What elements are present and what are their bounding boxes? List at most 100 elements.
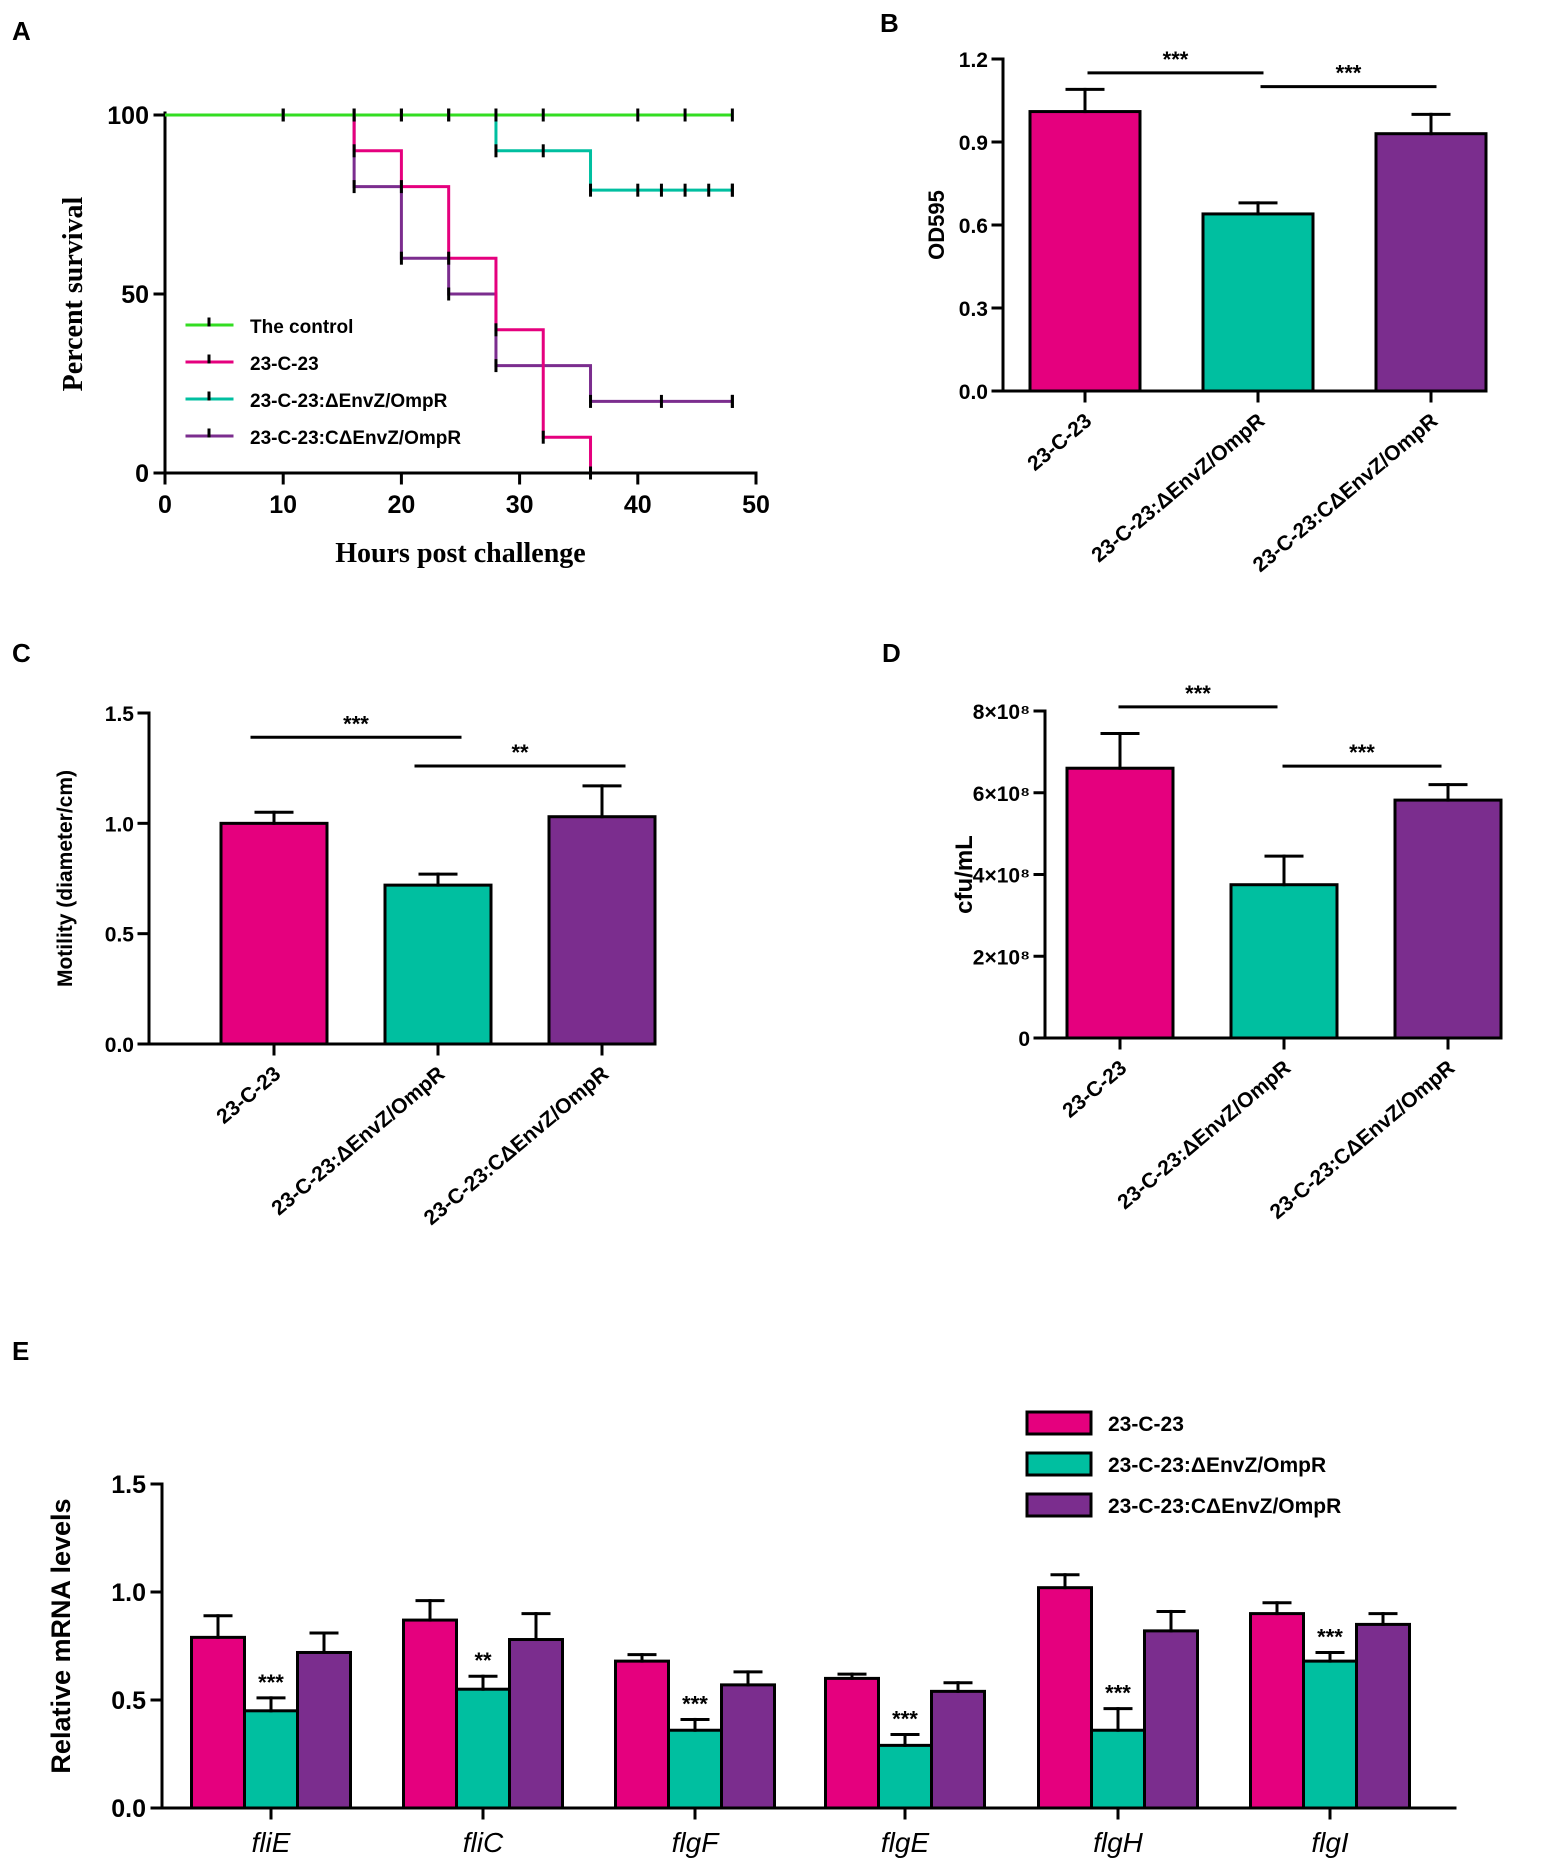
bar [547,815,657,1046]
x-tick-label: 23-C-23:CΔEnvZ/OmpR [1266,1056,1460,1224]
x-tick-label: flgF [672,1827,721,1858]
y-tick-label: 0 [1018,1028,1030,1051]
y-tick-label: 0.6 [959,215,988,238]
legend-swatch [1025,1451,1093,1477]
y-tick-label: 0.5 [105,924,135,947]
x-tick-label: 23-C-23 [1058,1056,1131,1122]
y-tick-label: 4×10⁸ [973,865,1030,888]
y-tick-label: 6×10⁸ [973,783,1030,806]
y-axis-label: cfu/mL [951,835,978,914]
bar [1090,1728,1146,1810]
x-tick-label: flgH [1093,1827,1144,1858]
y-tick-label: 0 [135,460,149,488]
bar [720,1683,776,1810]
x-tick-label: 23-C-23 [1023,409,1096,475]
significance-label: *** [1349,740,1375,765]
panel-c: C 0.0 0.5 1.0 1.5 Motility (diameter/cm) 23-C-… [12,638,657,1230]
bar [1065,766,1175,1040]
bar [383,883,493,1046]
x-tick-label: flgE [881,1827,930,1858]
significance-label: *** [1185,681,1211,706]
x-tick-label: fliC [463,1827,504,1858]
bar [1229,883,1339,1040]
bar [1028,110,1142,393]
bar [667,1728,723,1810]
x-tick-label: 23-C-23:ΔEnvZ/OmpR [267,1062,449,1220]
x-tick-label: 50 [742,491,770,519]
x-axis-label: Hours post challenge [335,538,585,569]
y-tick-label: 0.0 [105,1034,134,1057]
x-tick-label: fliE [252,1827,291,1858]
bar [1355,1622,1411,1810]
legend-label: 23-C-23 [1108,1413,1184,1436]
y-tick-label: 1.0 [105,813,134,836]
y-axis-label: Motility (diameter/cm) [54,770,77,987]
x-tick-label: 23-C-23:ΔEnvZ/OmpR [1113,1056,1295,1214]
bar [930,1689,986,1810]
bar [1249,1612,1305,1810]
x-tick-label: 0 [158,491,172,519]
bar [508,1638,564,1810]
panel-label-d: D [882,638,901,668]
x-tick-label: 20 [387,491,415,519]
legend-label: 23-C-23:CΔEnvZ/OmpR [250,428,461,449]
significance-label: *** [892,1707,918,1732]
y-tick-label: 0.5 [111,1687,146,1715]
y-tick-label: 1.2 [959,49,988,72]
y-axis-label: Relative mRNA levels [46,1498,76,1773]
y-tick-label: 1.5 [111,1471,146,1499]
y-tick-label: 0.3 [959,298,988,321]
significance-label: *** [258,1670,284,1695]
significance-label: ** [474,1648,492,1673]
significance-label: *** [1163,47,1189,72]
y-tick-label: 2×10⁸ [973,946,1030,969]
y-tick-label: 100 [107,102,149,130]
legend-label: 23-C-23:ΔEnvZ/OmpR [1108,1454,1326,1477]
bar [824,1676,880,1810]
y-tick-label: 0.9 [959,132,988,155]
panel-a: A 0 10 20 30 40 50 0 50 100 Hours post challenge Pe… [12,16,770,569]
y-tick-label: 0.0 [111,1795,146,1823]
y-tick-label: 1.0 [111,1579,146,1607]
x-tick-label: 23-C-23 [212,1062,285,1128]
legend-label: 23-C-23:ΔEnvZ/OmpR [250,391,448,412]
panel-label-b: B [880,8,899,38]
significance-label: *** [1105,1681,1131,1706]
bar [243,1709,299,1810]
x-tick-label: 23-C-23:ΔEnvZ/OmpR [1087,409,1269,567]
legend-label: The control [250,317,353,338]
x-tick-label: flgI [1311,1827,1349,1858]
bar [1302,1659,1358,1810]
legend-label: 23-C-23 [250,354,319,375]
bar [402,1618,458,1810]
panel-d: D02×10⁸4×10⁸6×10⁸8×10⁸cfu/mL23-C-2323-C-… [882,638,1503,1224]
panel-e: E 0.0 0.5 1.0 1.5 Relative mRNA levels *** fliE… [12,1336,1457,1858]
x-tick-label: 23-C-23:CΔEnvZ/OmpR [420,1062,613,1230]
y-tick-label: 0.0 [959,381,988,404]
survival-line [165,113,593,473]
bar [455,1687,511,1810]
bar [190,1635,246,1810]
x-tick-label: 23-C-23:CΔEnvZ/OmpR [1249,409,1443,577]
bar [614,1659,670,1810]
survival-line [165,113,733,192]
x-tick-label: 40 [624,491,652,519]
panel-label-c: C [12,638,31,668]
legend-label: 23-C-23:CΔEnvZ/OmpR [1108,1495,1341,1518]
panel-label-a: A [12,16,31,46]
bar [1374,132,1488,393]
x-tick-label: 30 [506,491,534,519]
significance-label: *** [1336,61,1362,86]
y-tick-label: 50 [121,281,149,309]
bar [1037,1586,1093,1810]
bar [877,1743,933,1810]
panel-label-e: E [12,1336,29,1366]
bar [219,821,329,1046]
bar [296,1650,352,1810]
y-axis-label: OD595 [924,190,949,260]
legend-swatch [1025,1410,1093,1436]
significance-label: *** [682,1691,708,1716]
significance-label: *** [1317,1624,1343,1649]
bar [1393,798,1503,1040]
